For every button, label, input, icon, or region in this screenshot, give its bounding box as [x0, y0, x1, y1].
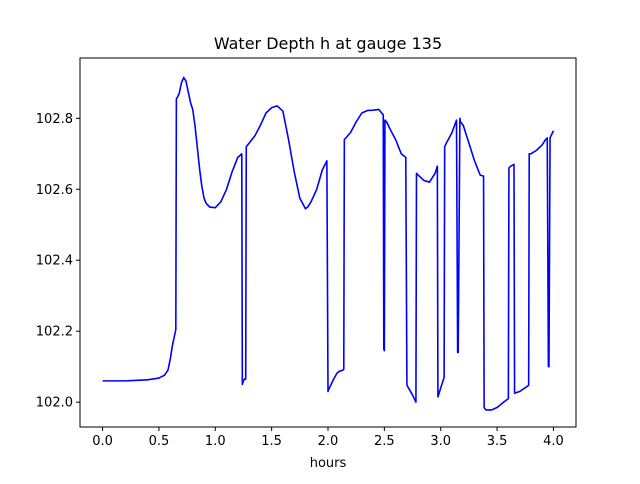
- x-tick-label: 0.0: [92, 434, 113, 449]
- y-tick-label: 102.2: [36, 325, 73, 340]
- y-tick-label: 102.8: [36, 112, 73, 127]
- x-tick-label: 0.5: [149, 434, 170, 449]
- x-tick-label: 4.0: [543, 434, 564, 449]
- y-tick-label: 102.4: [36, 254, 73, 269]
- y-axis: 102.0 102.2 102.4 102.6 102.8: [36, 112, 80, 411]
- x-tick-label: 2.0: [318, 434, 339, 449]
- x-tick-label: 3.0: [430, 434, 451, 449]
- y-tick-label: 102.0: [36, 396, 73, 411]
- plot-area: [102, 76, 555, 411]
- series-line: [102, 76, 555, 411]
- x-tick-label: 1.5: [261, 434, 282, 449]
- x-tick-label: 2.5: [374, 434, 395, 449]
- x-axis-label: hours: [310, 456, 347, 471]
- y-tick-label: 102.6: [36, 183, 73, 198]
- x-tick-label: 3.5: [487, 434, 508, 449]
- x-tick-label: 1.0: [205, 434, 226, 449]
- x-axis: 0.0 0.5 1.0 1.5 2.0 2.5 3.0 3.5 4.0: [92, 427, 564, 449]
- chart-title: Water Depth h at gauge 135: [214, 34, 442, 53]
